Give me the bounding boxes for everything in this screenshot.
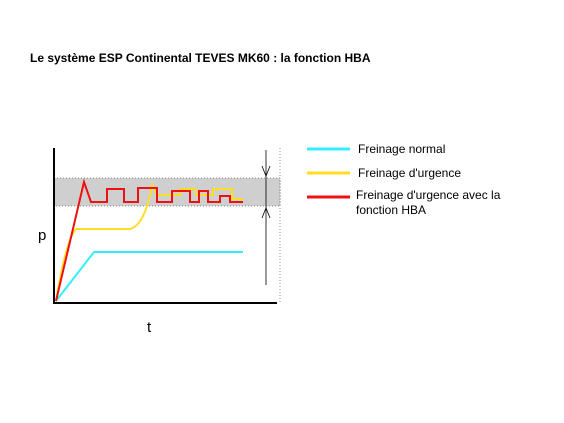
y-axis-label: p [38,227,46,244]
curve-normal [55,251,243,302]
curve-hba [55,178,243,302]
title: Le système ESP Continental TEVES MK60 : … [30,51,371,65]
legend-label: Freinage d'urgence [358,166,461,180]
legend-label: Freinage normal [358,142,445,156]
x-axis-label: t [147,319,152,336]
legend-label-box: Freinage d'urgence avec la fonction HBA [356,188,501,217]
legend-label: Freinage d'urgence avec la fonction HBA [356,188,501,217]
legend: Freinage normal Freinage d'urgence Frein… [307,142,501,217]
arrow-heads [261,165,271,219]
curve-emergency [55,181,243,302]
